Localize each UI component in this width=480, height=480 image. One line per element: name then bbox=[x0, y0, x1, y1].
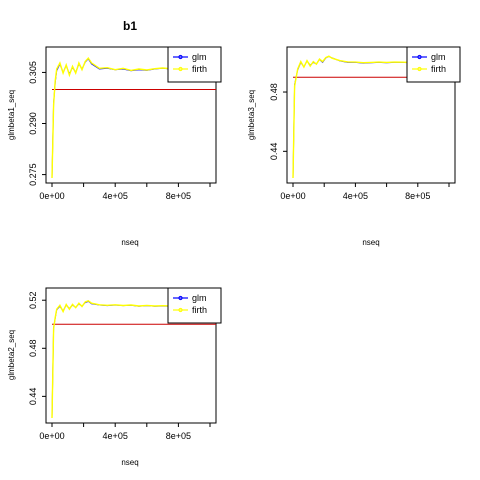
x-axis-label: nseq bbox=[362, 238, 379, 247]
legend-marker-glm bbox=[417, 54, 422, 60]
plot-frame bbox=[45, 287, 217, 424]
y-axis-label: glmbeta3_seq bbox=[247, 90, 256, 140]
legend-marker-firth bbox=[417, 66, 422, 72]
plot-frame bbox=[286, 46, 456, 184]
y-tick-label: 0.52 bbox=[28, 291, 38, 309]
x-tick-label: 0e+00 bbox=[280, 191, 305, 201]
y-tick-label: 0.290 bbox=[28, 112, 38, 135]
x-tick-label: 8e+05 bbox=[166, 191, 191, 201]
legend-label: firth bbox=[431, 64, 446, 74]
x-tick-label: 4e+05 bbox=[103, 191, 128, 201]
legend-label: glm bbox=[431, 52, 446, 62]
legend-label: firth bbox=[192, 64, 207, 74]
panel-glmbeta3: 0e+00 4e+05 8e+05 0.44 0.48 nseq glmbeta3_seq g… bbox=[247, 46, 461, 247]
legend-label: glm bbox=[192, 52, 207, 62]
x-tick-label: 4e+05 bbox=[343, 191, 368, 201]
x-axis-label: nseq bbox=[121, 238, 138, 247]
panel-glmbeta1: b1 0e+00 4e+05 8e+05 0.275 0.290 0.305 nseq glmb… bbox=[7, 19, 222, 247]
x-tick-label: 0e+00 bbox=[39, 191, 64, 201]
legend: glm firth bbox=[167, 46, 222, 83]
panel-glmbeta2: 0e+00 4e+05 8e+05 0.44 0.48 0.52 nseq glmbeta2_… bbox=[7, 287, 222, 467]
y-tick-label: 0.305 bbox=[28, 61, 38, 84]
legend-marker-firth bbox=[178, 307, 183, 313]
legend-marker-firth bbox=[178, 66, 183, 72]
x-axis-label: nseq bbox=[121, 458, 138, 467]
legend-box bbox=[167, 46, 222, 83]
chart-title: b1 bbox=[123, 19, 137, 33]
legend-label: firth bbox=[192, 305, 207, 315]
legend-label: glm bbox=[192, 293, 207, 303]
legend-box bbox=[167, 287, 222, 324]
x-tick-label: 4e+05 bbox=[103, 431, 128, 441]
plot-frame bbox=[45, 46, 217, 184]
y-tick-label: 0.44 bbox=[269, 143, 279, 161]
x-tick-label: 8e+05 bbox=[405, 191, 430, 201]
x-tick-label: 8e+05 bbox=[166, 431, 191, 441]
legend: glm firth bbox=[406, 46, 461, 83]
legend-box bbox=[406, 46, 461, 83]
y-tick-label: 0.48 bbox=[28, 340, 38, 358]
x-tick-label: 0e+00 bbox=[39, 431, 64, 441]
y-tick-label: 0.44 bbox=[28, 388, 38, 406]
y-axis-label: glmbeta2_seq bbox=[7, 330, 16, 380]
y-tick-label: 0.48 bbox=[269, 83, 279, 101]
y-axis-label: glmbeta1_seq bbox=[7, 90, 16, 140]
legend: glm firth bbox=[167, 287, 222, 324]
legend-marker-glm bbox=[178, 295, 183, 301]
y-tick-label: 0.275 bbox=[28, 163, 38, 186]
legend-marker-glm bbox=[178, 54, 183, 60]
